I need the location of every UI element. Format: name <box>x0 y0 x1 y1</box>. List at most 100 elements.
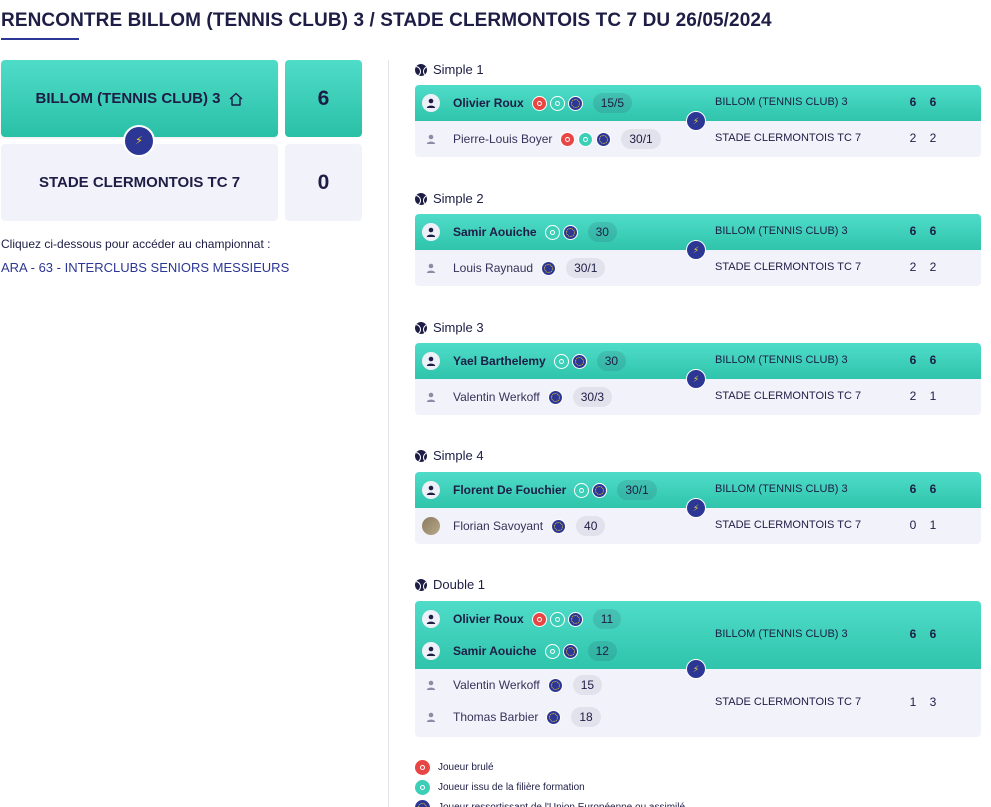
player-ranking: 15/5 <box>592 93 633 113</box>
player-ranking: 30/1 <box>621 129 661 149</box>
away-team-name: STADE CLERMONTOIS TC 7 <box>38 174 241 191</box>
home-club-name: BILLOM (TENNIS CLUB) 3 <box>715 483 848 495</box>
player-avatar-icon <box>422 676 440 694</box>
versus-lightning-icon: ⚡ <box>686 240 706 260</box>
tennis-ball-icon <box>415 63 427 76</box>
set-score: 6 <box>929 224 937 238</box>
player-badges <box>547 389 566 405</box>
formation-player-icon <box>574 482 590 498</box>
legend: Joueur brulé Joueur issu de la filière fo… <box>415 757 685 807</box>
player-name[interactable]: Valentin Werkoff <box>453 390 540 404</box>
player-line: Samir Aouiche 30 <box>415 220 617 244</box>
player-name[interactable]: Valentin Werkoff <box>453 678 540 692</box>
player-line: Valentin Werkoff 15 <box>415 673 603 697</box>
player-name[interactable]: Samir Aouiche <box>453 225 537 239</box>
player-line: Thomas Barbier 18 <box>415 705 601 729</box>
eu-player-icon <box>562 643 578 659</box>
eu-player-icon <box>547 389 563 405</box>
player-line: Florian Savoyant 40 <box>415 514 606 538</box>
set-score: 2 <box>929 260 937 274</box>
versus-lightning-icon: ⚡ <box>123 125 155 157</box>
set-score: 1 <box>909 695 917 709</box>
eu-player-icon <box>567 611 583 627</box>
set-score: 1 <box>929 518 937 532</box>
player-badges <box>541 260 559 276</box>
player-badges <box>531 611 586 627</box>
player-ranking: 30/1 <box>617 480 657 500</box>
eu-player-icon <box>551 518 567 534</box>
player-ranking: 30 <box>587 222 617 242</box>
page-title: RENCONTRE BILLOM (TENNIS CLUB) 3 / STADE… <box>1 10 772 31</box>
match-title-label: Simple 2 <box>433 191 484 206</box>
home-row: Yael Barthelemy 30 BILLOM (TENNIS CLUB) 3 6… <box>415 343 981 379</box>
player-avatar-icon <box>422 610 440 628</box>
burned-player-icon <box>531 611 547 627</box>
player-name[interactable]: Pierre-Louis Boyer <box>453 132 553 146</box>
burned-player-icon <box>415 759 430 775</box>
player-ranking: 18 <box>571 707 601 727</box>
match-card: Florent De Fouchier 30/1 BILLOM (TENNIS CL… <box>415 472 981 544</box>
legend-item: Joueur brulé <box>415 757 685 777</box>
title-underline <box>1 38 79 40</box>
player-line: Louis Raynaud 30/1 <box>415 256 606 280</box>
legend-label: Joueur ressortissant de l'Union Européen… <box>438 801 686 807</box>
set-score: 6 <box>929 353 937 367</box>
player-avatar-icon <box>422 259 440 277</box>
away-row: Valentin Werkoff 15 Thomas Barbier 18 STADE … <box>415 669 981 737</box>
player-name[interactable]: Louis Raynaud <box>453 261 534 275</box>
player-ranking: 30/1 <box>566 258 606 278</box>
player-line: Pierre-Louis Boyer 30/1 <box>415 127 661 151</box>
set-score: 6 <box>929 627 937 641</box>
set-score: 6 <box>909 95 917 109</box>
set-score: 6 <box>929 95 937 109</box>
player-name[interactable]: Florian Savoyant <box>453 519 544 533</box>
player-name[interactable]: Yael Barthelemy <box>453 354 546 368</box>
player-badges <box>546 709 564 725</box>
home-team-score: 6 <box>285 60 362 137</box>
player-avatar-icon <box>422 130 440 148</box>
player-name[interactable]: Samir Aouiche <box>453 644 537 658</box>
match-title-label: Simple 3 <box>433 320 484 335</box>
player-name[interactable]: Olivier Roux <box>453 96 524 110</box>
legend-item: Joueur issu de la filière formation <box>415 777 685 797</box>
home-club-name: BILLOM (TENNIS CLUB) 3 <box>715 354 848 366</box>
eu-player-icon <box>562 224 578 240</box>
player-ranking: 40 <box>576 516 606 536</box>
player-name[interactable]: Florent De Fouchier <box>453 483 567 497</box>
player-badges <box>574 482 610 498</box>
eu-player-icon <box>596 131 612 147</box>
player-name[interactable]: Thomas Barbier <box>453 710 539 724</box>
set-score: 6 <box>909 224 917 238</box>
player-ranking: 12 <box>587 641 617 661</box>
player-badges <box>553 353 590 369</box>
formation-player-icon <box>415 779 430 795</box>
versus-lightning-icon: ⚡ <box>686 111 706 131</box>
tennis-ball-icon <box>415 449 427 462</box>
player-badges <box>551 518 569 534</box>
set-score: 6 <box>909 353 917 367</box>
championship-link[interactable]: ARA - 63 - INTERCLUBS SENIORS MESSIEURS <box>1 260 290 275</box>
eu-player-icon <box>546 709 562 725</box>
player-avatar-icon <box>422 708 440 726</box>
player-line: Florent De Fouchier 30/1 <box>415 478 657 502</box>
set-score: 2 <box>909 260 917 274</box>
player-avatar-icon <box>422 94 440 112</box>
player-avatar-icon <box>422 223 440 241</box>
match-card: Yael Barthelemy 30 BILLOM (TENNIS CLUB) 3 6… <box>415 343 981 415</box>
away-club-name: STADE CLERMONTOIS TC 7 <box>715 261 862 273</box>
versus-lightning-icon: ⚡ <box>686 369 706 389</box>
player-ranking: 30 <box>596 351 627 371</box>
player-ranking: 15 <box>572 675 603 695</box>
away-club-name: STADE CLERMONTOIS TC 7 <box>715 519 862 531</box>
player-line: Valentin Werkoff 30/3 <box>415 385 613 409</box>
player-badges <box>544 643 581 659</box>
match-title: Simple 2 <box>415 191 484 206</box>
player-name[interactable]: Olivier Roux <box>453 612 524 626</box>
tennis-ball-icon <box>415 192 427 205</box>
legend-label: Joueur brulé <box>438 761 494 773</box>
set-score: 6 <box>909 482 917 496</box>
set-score: 6 <box>909 627 917 641</box>
